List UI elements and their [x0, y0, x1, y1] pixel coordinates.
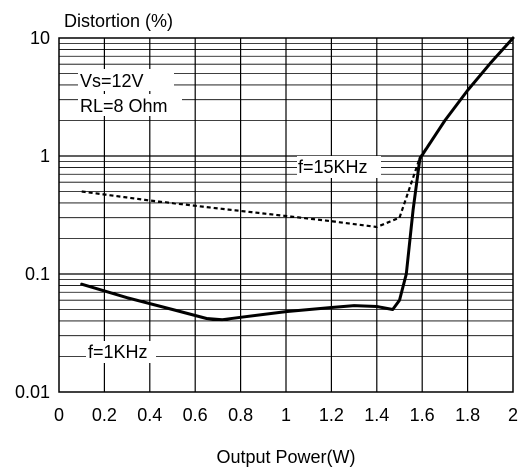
series-1khz-label: f=1KHz [88, 342, 148, 362]
y-tick-label: 0.01 [15, 382, 50, 402]
x-tick-label: 1.6 [410, 405, 435, 425]
x-tick-label: 0.4 [137, 405, 162, 425]
series-line-15khz [81, 37, 514, 229]
x-tick-label: 0.2 [92, 405, 117, 425]
y-tick-label: 10 [30, 28, 50, 48]
series-lines [80, 36, 515, 322]
y-tick-label: 1 [40, 146, 50, 166]
x-tick-label: 1.4 [364, 405, 389, 425]
condition-rl-label: RL=8 Ohm [80, 96, 168, 116]
series-15khz-label-bg [297, 156, 381, 178]
x-tick-label: 2 [508, 405, 518, 425]
x-tick-label: 0.6 [183, 405, 208, 425]
series-15khz-label: f=15KHz [298, 157, 368, 177]
x-tick-label: 0 [54, 405, 64, 425]
y-axis-label: Distortion (%) [64, 11, 173, 31]
x-tick-label: 0.8 [228, 405, 253, 425]
condition-vs-bg [78, 69, 174, 91]
condition-rl-bg [78, 94, 182, 116]
x-tick-label: 1.2 [319, 405, 344, 425]
y-tick-label: 0.1 [25, 264, 50, 284]
condition-vs-label: Vs=12V [80, 71, 144, 91]
x-tick-label: 1.8 [455, 405, 480, 425]
x-axis-label: Output Power(W) [216, 447, 355, 467]
plot-frame [58, 37, 514, 393]
series-1khz-label-bg [86, 341, 156, 363]
y-tick-labels: 0.01 0.1 1 10 [15, 28, 50, 402]
x-tick-labels: 0 0.2 0.4 0.6 0.8 1 1.2 1.4 1.6 1.8 2 [54, 405, 518, 425]
x-tick-label: 1 [281, 405, 291, 425]
